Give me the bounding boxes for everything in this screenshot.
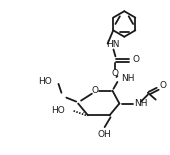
- Text: ·: ·: [82, 108, 86, 118]
- Text: HN: HN: [106, 40, 119, 49]
- Text: O: O: [91, 86, 98, 95]
- Text: O: O: [112, 69, 119, 78]
- Text: HO: HO: [52, 106, 65, 115]
- Text: NH: NH: [134, 99, 148, 108]
- Text: HO: HO: [38, 77, 52, 86]
- Text: O: O: [160, 81, 167, 90]
- Text: NH: NH: [121, 74, 135, 84]
- Text: O: O: [132, 55, 139, 64]
- Text: OH: OH: [98, 130, 112, 139]
